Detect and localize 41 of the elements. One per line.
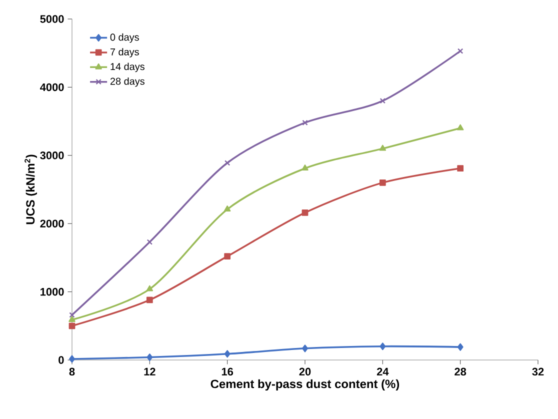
x-tick-label: 12 [144,368,156,376]
point [224,160,230,166]
legend-label: 7 days [110,48,139,58]
x-tick-label: 20 [299,368,311,376]
point [380,342,386,350]
y-tick-label: 2000 [40,220,64,228]
y-tick-label: 5000 [40,15,64,23]
x-axis-title: Cement by-pass dust content (%) [210,379,400,391]
point [380,98,386,104]
point [302,210,308,216]
point [302,164,308,171]
point [146,285,154,292]
point [302,120,308,126]
point [224,253,231,260]
point [457,165,464,172]
x-tick-label: 8 [69,368,75,376]
x-tick-label: 16 [222,368,234,376]
x-tick-label: 32 [532,368,544,376]
x-tick-label: 28 [454,368,466,376]
legend-label: 14 days [110,62,144,72]
legend-label: 28 days [110,77,144,87]
point [68,316,76,322]
y-axis-title: UCS (kN/m$^{2}$) [24,154,37,224]
y-tick-label: 4000 [40,83,64,92]
point [302,344,308,352]
legend-label: 0 days [110,33,139,43]
point [379,179,386,186]
point [146,353,153,362]
point [456,124,464,130]
point [224,350,230,358]
point [457,343,464,351]
y-tick-label: 3000 [40,152,64,160]
point [146,296,153,304]
point [69,355,75,363]
x-tick-label: 24 [376,368,389,376]
y-tick-label: 1000 [40,288,64,296]
point [146,239,153,245]
point [68,322,76,330]
point [379,144,386,151]
point [224,205,231,212]
y-tick-label: 0 [58,356,64,364]
